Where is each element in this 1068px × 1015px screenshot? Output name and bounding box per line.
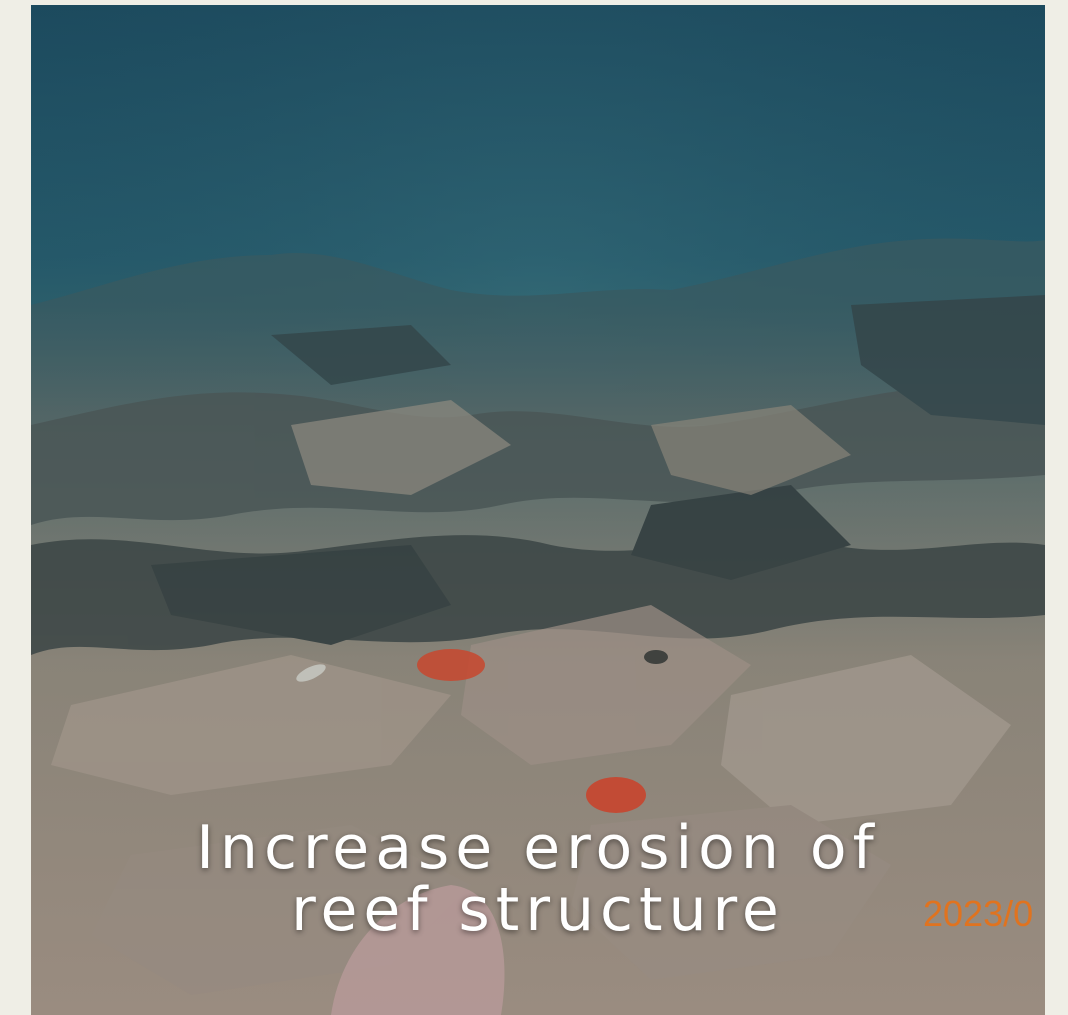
caption-line-1: Increase erosion of bbox=[196, 813, 880, 883]
reef-photo-frame: 2023/0 Increase erosion of reef structur… bbox=[31, 5, 1045, 1015]
reef-photo bbox=[31, 5, 1045, 1015]
caption-line-2: reef structure bbox=[291, 875, 785, 945]
slide-caption: Increase erosion of reef structure bbox=[31, 817, 1045, 941]
photo-date-stamp: 2023/0 bbox=[923, 893, 1034, 934]
